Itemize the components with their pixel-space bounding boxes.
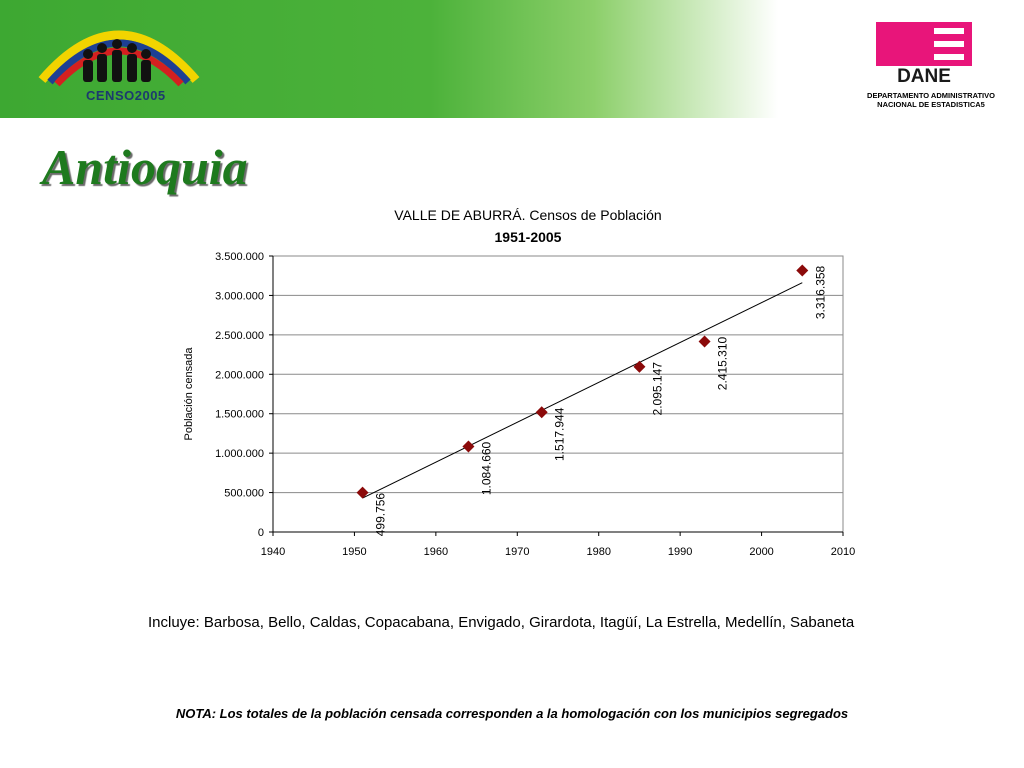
data-point — [462, 440, 475, 453]
y-tick-label: 2.500.000 — [215, 330, 264, 342]
x-tick-label: 2000 — [749, 546, 773, 558]
chart-title: VALLE DE ABURRÁ. Censos de Población 195… — [300, 204, 756, 248]
nota-footer: NOTA: Los totales de la población censad… — [175, 706, 849, 721]
plot-area — [272, 255, 844, 533]
trendline — [362, 282, 803, 499]
data-label: 1.517.944 — [553, 407, 567, 461]
y-tick-label: 1.500.000 — [215, 409, 264, 421]
x-tick-label: 2010 — [831, 546, 855, 558]
x-tick-label: 1960 — [424, 546, 448, 558]
x-tick-label: 1940 — [261, 546, 285, 558]
scatter-chart: 0 500.000 1.000.000 1.500.000 2.000.000 2.500… — [183, 251, 855, 558]
x-tick-label: 1990 — [668, 546, 692, 558]
data-label: 499.756 — [374, 493, 388, 537]
data-label: 2.095.147 — [650, 362, 664, 416]
y-tick-label: 0 — [258, 527, 264, 539]
x-tick-label: 1970 — [505, 546, 529, 558]
chart-title-line2: 1951-2005 — [494, 229, 562, 245]
dane-logo: DANE — [876, 22, 972, 86]
x-tick-label: 1950 — [342, 546, 366, 558]
y-tick-label: 500.000 — [224, 488, 264, 500]
chart-title-line1: VALLE DE ABURRÁ. Censos de Población — [394, 207, 662, 223]
data-point — [698, 335, 711, 348]
censo-logo-text: CENSO2005 — [86, 88, 166, 103]
dane-logo-text: DANE — [897, 66, 951, 86]
y-tick-label: 2.000.000 — [215, 369, 264, 381]
data-point — [535, 406, 548, 419]
y-tick-label: 3.500.000 — [215, 251, 264, 263]
dane-subtitle-line2: NACIONAL DE ESTADISTICA5 — [877, 100, 985, 109]
data-point — [633, 360, 646, 373]
dane-subtitle: DEPARTAMENTO ADMINISTRATIVO NACIONAL DE … — [846, 91, 1016, 109]
data-point — [356, 486, 369, 499]
data-label: 2.415.310 — [716, 337, 730, 391]
municipios-note: Incluye: Barbosa, Bello, Caldas, Copacab… — [148, 614, 855, 631]
dane-subtitle-line1: DEPARTAMENTO ADMINISTRATIVO — [867, 91, 995, 100]
data-point — [796, 264, 809, 277]
y-tick-label: 3.000.000 — [215, 290, 264, 302]
x-tick-label: 1980 — [586, 546, 610, 558]
censo-logo — [38, 30, 200, 87]
y-axis-label: Población censada — [183, 347, 195, 441]
y-tick-label: 1.000.000 — [215, 448, 264, 460]
data-label: 3.316.358 — [813, 265, 827, 319]
page-title: Antioquia — [42, 139, 248, 195]
data-label: 1.084.660 — [479, 441, 493, 495]
